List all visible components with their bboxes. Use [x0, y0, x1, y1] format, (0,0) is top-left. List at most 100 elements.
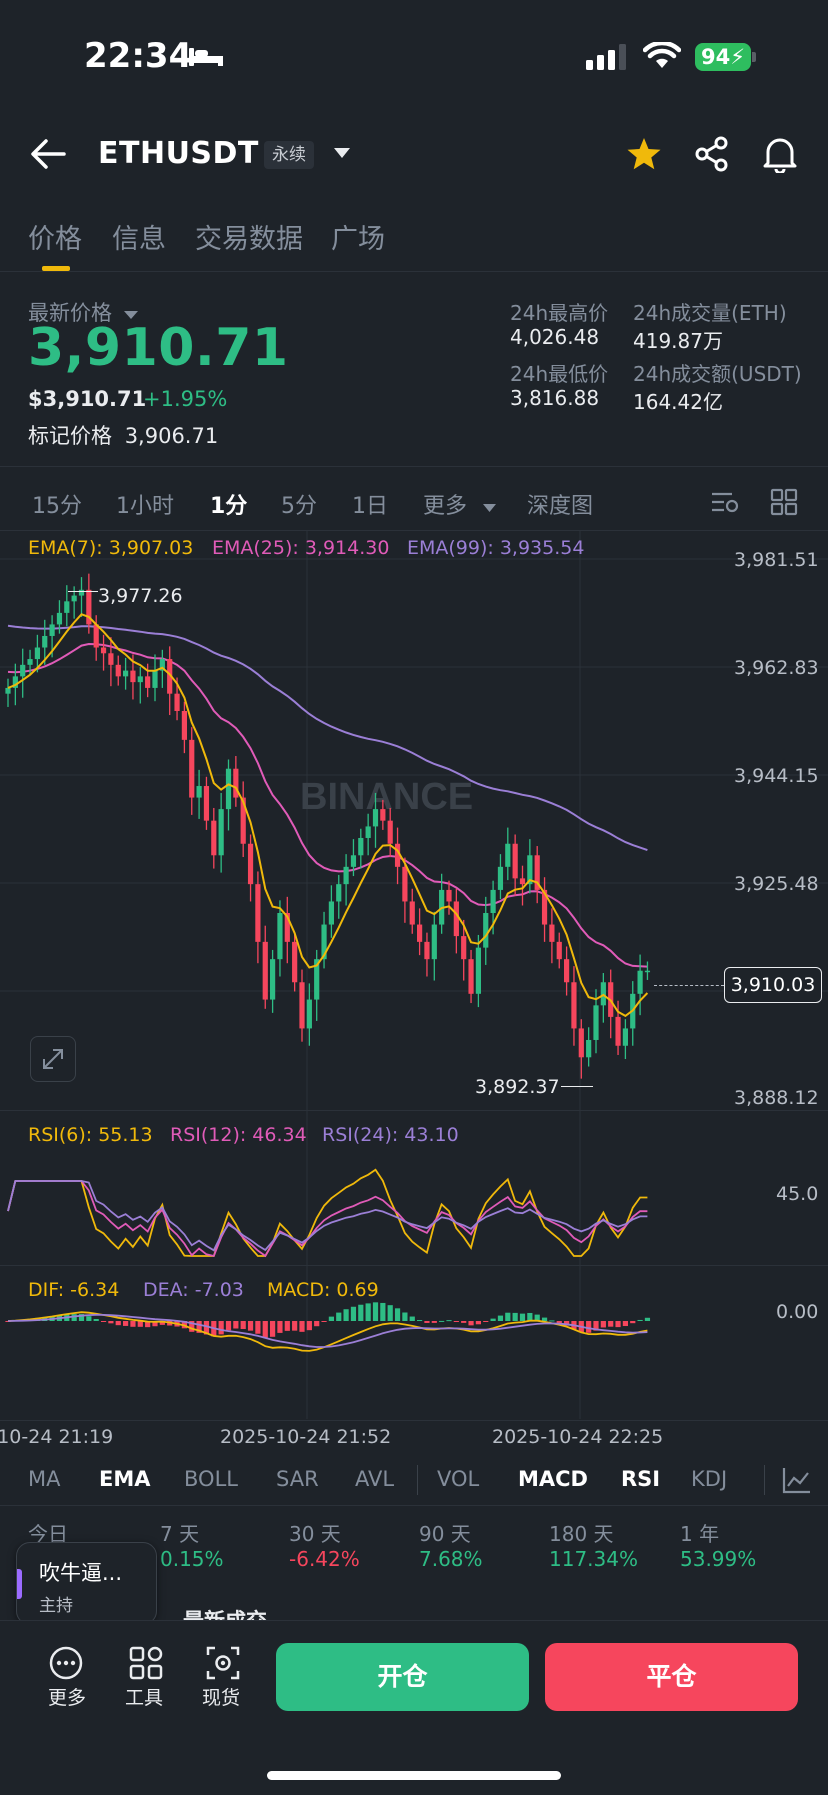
candle [512, 843, 518, 879]
dea-line [7, 1313, 648, 1348]
candle [431, 924, 437, 960]
candle [483, 913, 489, 948]
candle [358, 837, 364, 856]
candle [586, 1039, 592, 1058]
ema7-legend: EMA(7): 3,907.03 [28, 537, 194, 559]
fullscreen-button[interactable] [30, 1036, 76, 1082]
macd-bar [424, 1321, 430, 1323]
x-axis-label: 2025-10-24 21:19 [0, 1426, 114, 1448]
back-arrow-icon[interactable] [28, 136, 68, 172]
indicator-kdj[interactable]: KDJ [691, 1467, 728, 1491]
indicator-settings-icon[interactable] [782, 1466, 812, 1494]
tab-info[interactable]: 信息 [112, 224, 166, 255]
vol-usdt-value: 164.42亿 [633, 390, 723, 414]
candlestick-chart[interactable]: BINANCE [0, 531, 828, 1421]
indicator-avl[interactable]: AVL [355, 1467, 395, 1491]
macd-bar [556, 1321, 562, 1324]
macd-bar [637, 1319, 643, 1321]
macd-bar [328, 1316, 334, 1321]
vol-eth-value: 419.87万 [633, 329, 723, 353]
live-stream-title: 吹牛逼... [39, 1561, 123, 1585]
interval-1d[interactable]: 1日 [352, 494, 388, 519]
low-marker-line [561, 1086, 593, 1087]
more-tool-button[interactable] [44, 1645, 88, 1709]
candle [255, 884, 261, 942]
interval-1h[interactable]: 1小时 [116, 494, 174, 519]
candle [130, 670, 136, 683]
bell-icon[interactable] [762, 135, 798, 173]
indicator-boll[interactable]: BOLL [184, 1467, 238, 1491]
watermark: BINANCE [300, 776, 473, 818]
expand-icon [43, 1049, 63, 1069]
indicator-macd[interactable]: MACD [518, 1467, 588, 1491]
candle [20, 664, 26, 677]
indicator-vol[interactable]: VOL [437, 1467, 480, 1491]
macd-bar [365, 1303, 371, 1321]
candle [402, 866, 408, 902]
candle [34, 647, 40, 660]
interval-1m[interactable]: 1分 [210, 494, 248, 519]
macd-bar [130, 1321, 136, 1327]
tools-button[interactable] [124, 1645, 168, 1685]
chevron-down-icon[interactable] [333, 147, 351, 159]
rsi6-legend: RSI(6): 55.13 [28, 1124, 153, 1146]
interval-divider-top [0, 466, 828, 467]
symbol-title[interactable]: ETHUSDT [98, 136, 259, 171]
share-icon[interactable] [694, 136, 730, 172]
mark-price-row: 标记价格 3,906.71 [28, 420, 218, 450]
candle [115, 664, 121, 677]
macd-bar [218, 1321, 224, 1335]
indicator-divider [0, 1505, 828, 1506]
macd-bar [255, 1321, 261, 1334]
grid-layout-icon[interactable] [770, 488, 798, 516]
indicator-ma[interactable]: MA [28, 1467, 61, 1491]
candle [299, 982, 305, 1029]
indicator-rsi[interactable]: RSI [621, 1467, 661, 1491]
macd-bar [336, 1312, 342, 1321]
macd-bar [277, 1321, 283, 1333]
chart-grid [0, 531, 828, 1419]
open-position-button[interactable]: 开仓 [276, 1643, 529, 1711]
candle [49, 624, 55, 636]
bed-icon [189, 48, 223, 66]
candle [196, 786, 202, 798]
x-axis-divider [0, 1420, 828, 1421]
macd-bar [453, 1321, 459, 1322]
live-stream-subtitle: 主持 [39, 1596, 73, 1616]
candle [564, 959, 570, 983]
macd-bar [321, 1321, 327, 1322]
candle [321, 924, 327, 960]
macd-bar [299, 1321, 305, 1332]
tab-square[interactable]: 广场 [331, 224, 385, 255]
y-axis-label: 3,944.15 [734, 765, 819, 787]
live-stream-bubble[interactable]: 吹牛逼... 主持 [16, 1542, 157, 1625]
tab-price[interactable]: 价格 [28, 224, 82, 255]
interval-5m[interactable]: 5分 [281, 494, 317, 519]
macd-bar [409, 1316, 415, 1321]
macd-bar [549, 1320, 555, 1322]
interval-more[interactable]: 更多 [423, 488, 497, 520]
candle [181, 711, 187, 740]
candle [64, 601, 70, 613]
star-icon[interactable] [626, 137, 662, 171]
candle [468, 959, 474, 994]
macd-bar [86, 1316, 92, 1321]
chart-settings-icon[interactable] [710, 489, 740, 515]
ema99-legend: EMA(99): 3,935.54 [407, 537, 585, 559]
candle [593, 1005, 599, 1040]
candle [461, 936, 467, 960]
indicator-sar[interactable]: SAR [276, 1467, 319, 1491]
candle [600, 982, 606, 1006]
latest-price-label[interactable]: 最新价格 [28, 297, 139, 327]
candle [27, 659, 33, 665]
return-value: -6.42% [289, 1547, 360, 1571]
interval-depth[interactable]: 深度图 [527, 494, 594, 519]
interval-15m[interactable]: 15分 [32, 494, 82, 519]
indicator-ema[interactable]: EMA [99, 1467, 151, 1491]
tab-trading-data[interactable]: 交易数据 [195, 224, 303, 255]
candle [519, 878, 526, 885]
tabs-divider [0, 271, 828, 272]
close-position-button[interactable]: 平仓 [545, 1643, 798, 1711]
spot-button[interactable] [201, 1645, 245, 1685]
macd-bar [314, 1321, 320, 1327]
